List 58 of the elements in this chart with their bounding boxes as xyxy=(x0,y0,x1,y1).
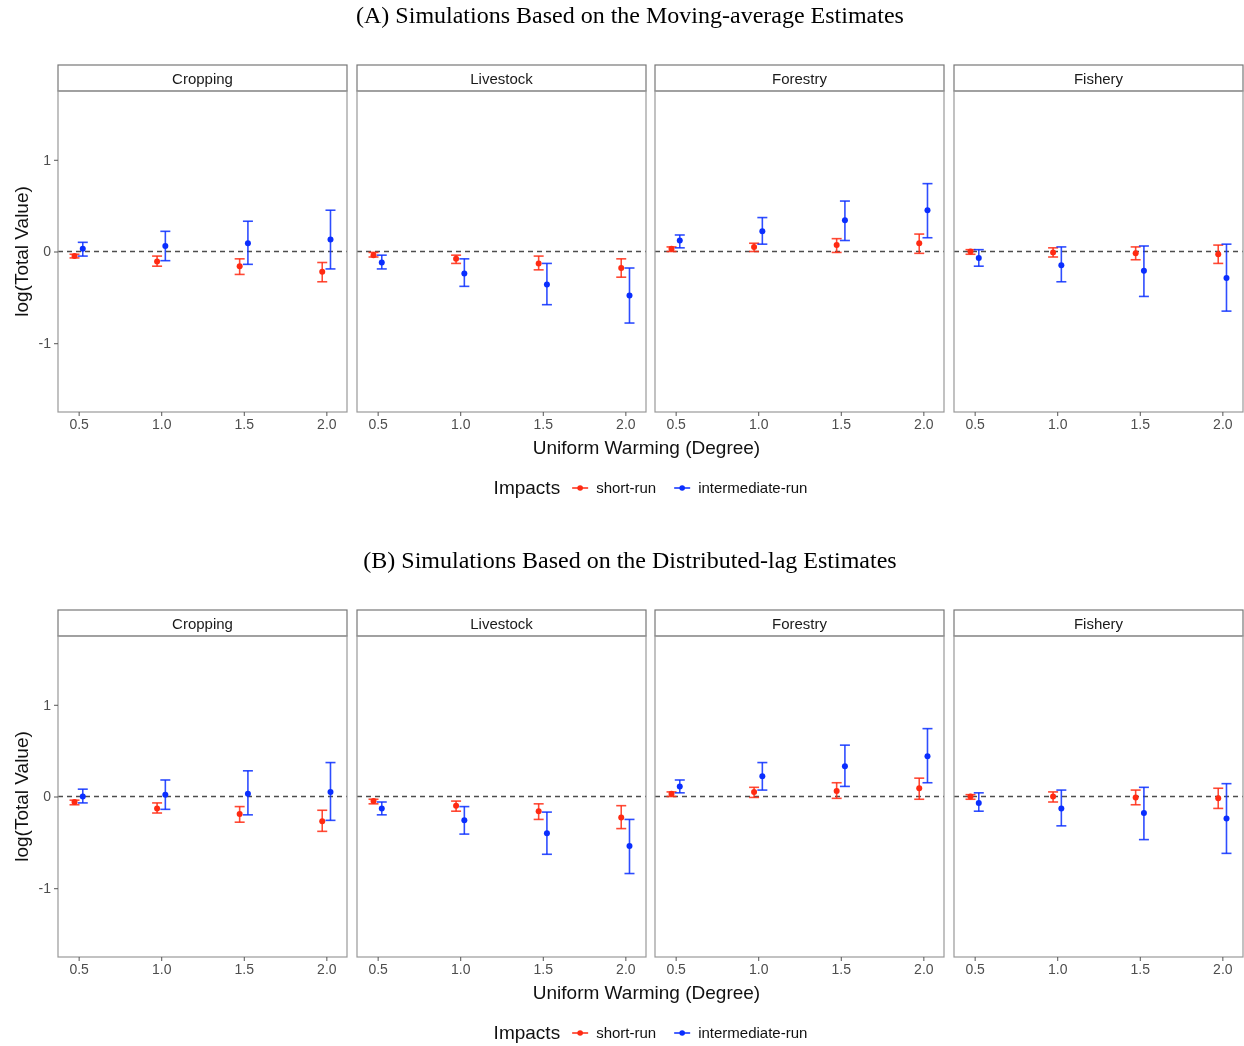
x-tick-label: 0.5 xyxy=(69,960,90,977)
chart-title: Cropping xyxy=(172,615,233,632)
y-tick-label: 0 xyxy=(43,243,52,260)
x-tick-label: 1.5 xyxy=(831,960,852,977)
x-tick-label: 0.5 xyxy=(368,960,389,977)
text: (B) Simulations Based on the Distributed-lag Estimates xyxy=(363,547,897,573)
x-axis-title: Uniform Warming (Degree) xyxy=(532,437,761,458)
y-axis-title: log(Total Value) xyxy=(11,186,32,317)
chart-title: Fishery xyxy=(1073,70,1124,87)
x-tick-label: 2.0 xyxy=(616,415,636,432)
legend-label: short-run xyxy=(596,479,657,496)
x-tick-label: 0.5 xyxy=(666,960,687,977)
chart-title: Livestock xyxy=(470,70,534,87)
x-tick-label: 2.0 xyxy=(914,960,934,977)
y-tick-label: -1 xyxy=(38,335,52,352)
chart-title: Livestock xyxy=(470,615,534,632)
x-tick-label: 1.0 xyxy=(748,415,769,432)
x-tick-label: 1.5 xyxy=(234,960,255,977)
x-tick-label: 0.5 xyxy=(965,415,986,432)
x-tick-label: 1.5 xyxy=(1130,415,1151,432)
y-tick-label: 1 xyxy=(43,696,52,713)
x-tick-label: 1.5 xyxy=(533,960,554,977)
chart-title: Forestry xyxy=(771,70,828,87)
x-tick-label: 2.0 xyxy=(317,415,337,432)
chart-title: Forestry xyxy=(771,615,828,632)
x-tick-label: 2.0 xyxy=(616,960,636,977)
x-tick-label: 1.5 xyxy=(1130,960,1151,977)
x-tick-label: 1.5 xyxy=(533,415,554,432)
x-tick-label: 1.0 xyxy=(450,960,471,977)
text: (A) Simulations Based on the Moving-average Estimates xyxy=(356,2,904,28)
y-tick-label: 1 xyxy=(43,151,52,168)
y-tick-label: -1 xyxy=(38,880,52,897)
x-tick-label: 1.0 xyxy=(450,415,471,432)
legend-title: Impacts xyxy=(493,477,561,498)
legend-label: short-run xyxy=(596,1024,657,1041)
x-tick-label: 1.5 xyxy=(234,415,255,432)
x-tick-label: 2.0 xyxy=(914,415,934,432)
x-tick-label: 0.5 xyxy=(965,960,986,977)
legend-label: intermediate-run xyxy=(698,1024,808,1041)
y-axis-title: log(Total Value) xyxy=(11,731,32,862)
x-axis-title: Uniform Warming (Degree) xyxy=(532,982,761,1003)
y-tick-label: 0 xyxy=(43,788,52,805)
legend-label: intermediate-run xyxy=(698,479,808,496)
x-tick-label: 1.0 xyxy=(151,415,172,432)
chart-title: Cropping xyxy=(172,70,233,87)
x-tick-label: 1.0 xyxy=(1047,415,1068,432)
x-tick-label: 1.0 xyxy=(151,960,172,977)
x-tick-label: 1.0 xyxy=(1047,960,1068,977)
x-tick-label: 1.5 xyxy=(831,415,852,432)
legend-title: Impacts xyxy=(493,1022,561,1043)
x-tick-label: 0.5 xyxy=(69,415,90,432)
x-tick-label: 0.5 xyxy=(666,415,687,432)
x-tick-label: 0.5 xyxy=(368,415,389,432)
chart-title: Fishery xyxy=(1073,615,1124,632)
x-tick-label: 2.0 xyxy=(1213,960,1233,977)
x-tick-label: 1.0 xyxy=(748,960,769,977)
x-tick-label: 2.0 xyxy=(1213,415,1233,432)
x-tick-label: 2.0 xyxy=(317,960,337,977)
